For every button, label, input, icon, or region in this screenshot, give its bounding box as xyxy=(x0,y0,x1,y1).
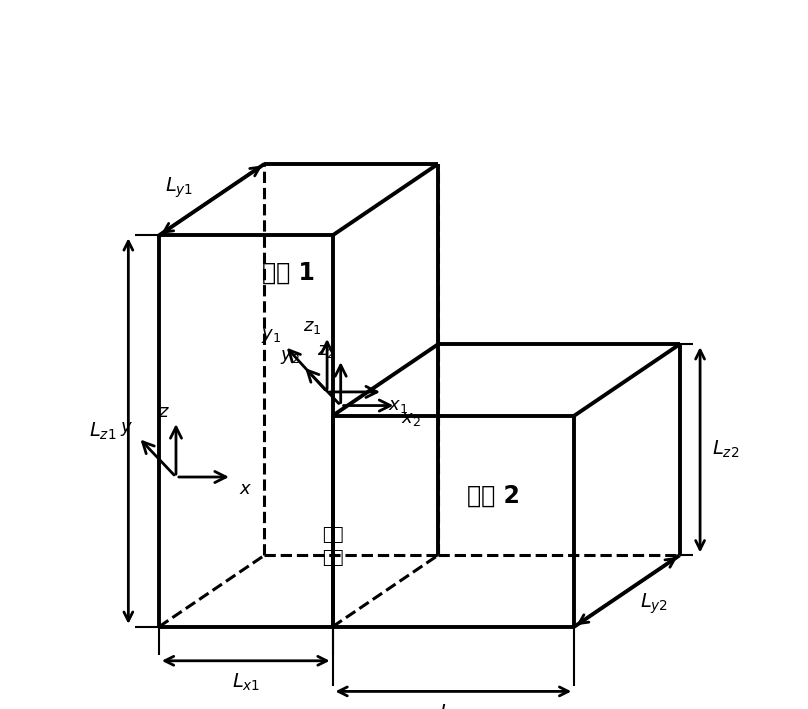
Text: $z_2$: $z_2$ xyxy=(317,342,335,360)
Text: $y_1$: $y_1$ xyxy=(261,327,281,345)
Text: $y$: $y$ xyxy=(120,420,133,437)
Text: $L_{z1}$: $L_{z1}$ xyxy=(89,420,116,442)
Text: $L_{y2}$: $L_{y2}$ xyxy=(640,591,668,615)
Text: 声场 2: 声场 2 xyxy=(467,484,520,508)
Text: $L_{z2}$: $L_{z2}$ xyxy=(713,439,739,460)
Text: $L_{x2}$: $L_{x2}$ xyxy=(440,703,468,709)
Text: $L_{x1}$: $L_{x1}$ xyxy=(232,672,260,693)
Text: $z_1$: $z_1$ xyxy=(303,318,322,335)
Text: 声场 1: 声场 1 xyxy=(262,261,314,285)
Text: $y_2$: $y_2$ xyxy=(280,348,300,367)
Text: 耦合
界面: 耦合 界面 xyxy=(322,526,343,567)
Text: $x_1$: $x_1$ xyxy=(388,396,408,415)
Text: $z$: $z$ xyxy=(158,403,170,420)
Text: $L_{y1}$: $L_{y1}$ xyxy=(165,175,193,200)
Text: $x_2$: $x_2$ xyxy=(402,411,421,428)
Text: $x$: $x$ xyxy=(239,480,252,498)
